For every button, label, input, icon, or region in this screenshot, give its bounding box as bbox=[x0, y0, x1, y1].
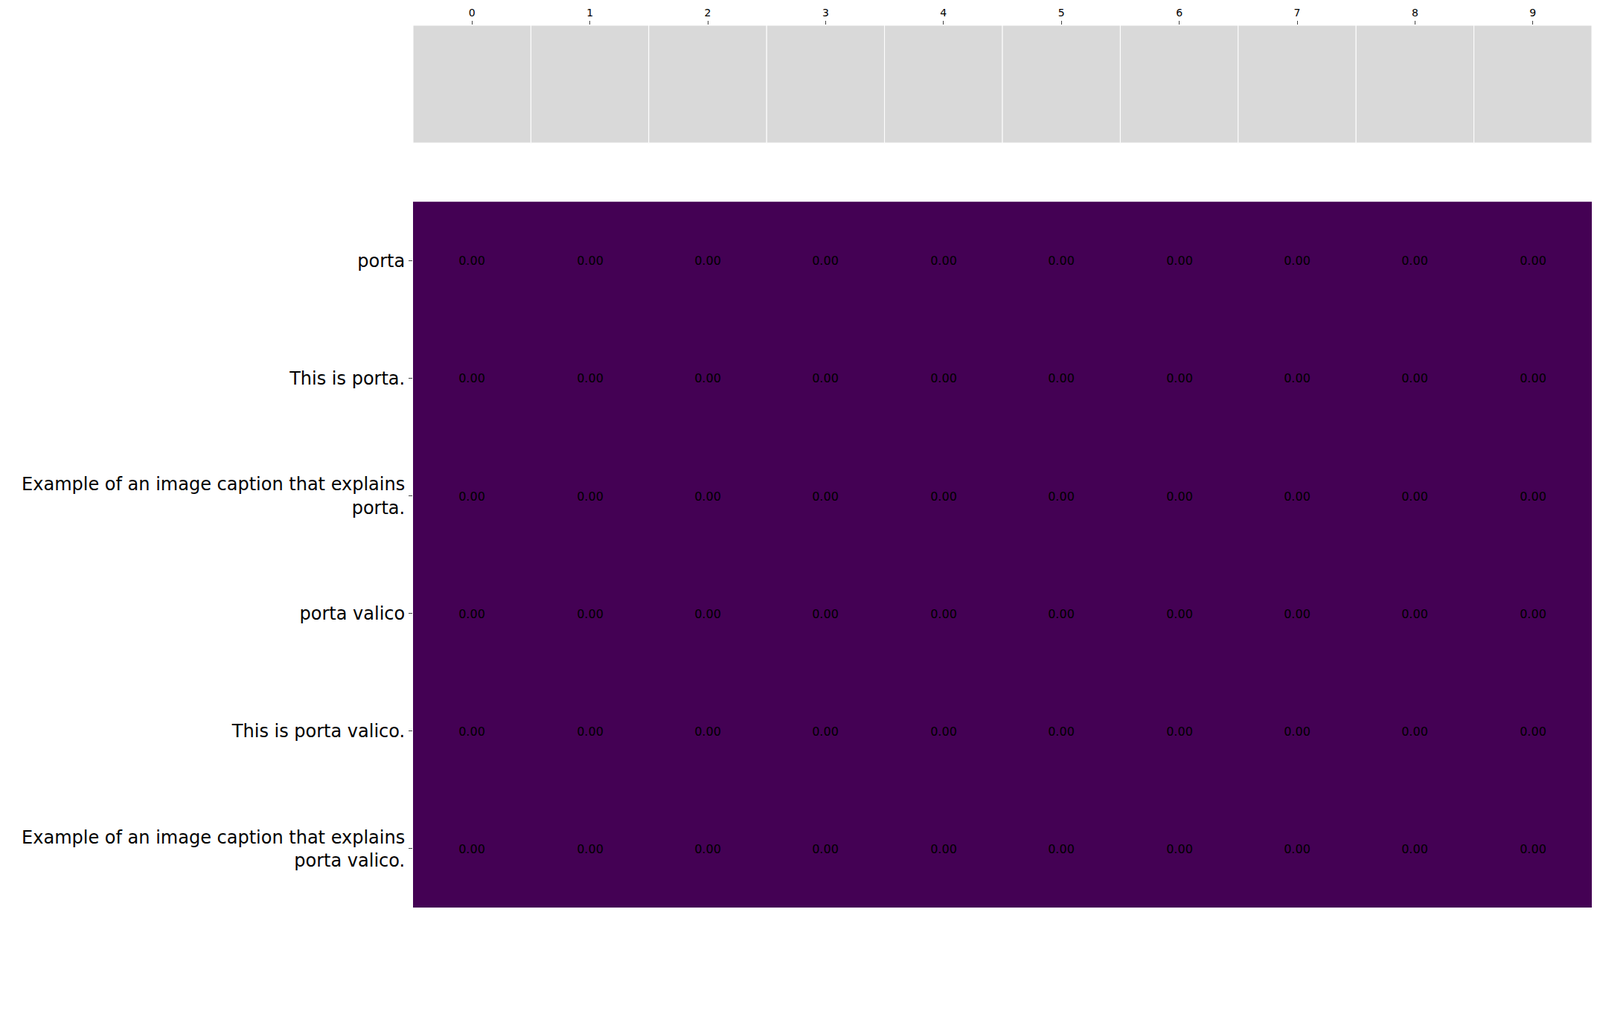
svg-text:0.00: 0.00 bbox=[1401, 371, 1429, 386]
svg-text:0.00: 0.00 bbox=[1047, 371, 1075, 386]
svg-text:0.00: 0.00 bbox=[576, 371, 604, 386]
svg-text:0.00: 0.00 bbox=[1166, 607, 1193, 622]
svg-text:9: 9 bbox=[1529, 6, 1536, 19]
svg-text:0.00: 0.00 bbox=[930, 253, 958, 268]
svg-text:0.00: 0.00 bbox=[930, 724, 958, 739]
svg-text:3: 3 bbox=[822, 6, 830, 19]
svg-text:porta: porta bbox=[357, 250, 405, 272]
svg-text:0.00: 0.00 bbox=[576, 489, 604, 504]
svg-text:0.00: 0.00 bbox=[694, 371, 722, 386]
svg-text:1: 1 bbox=[586, 6, 594, 19]
svg-text:0.00: 0.00 bbox=[694, 724, 722, 739]
svg-text:0.00: 0.00 bbox=[694, 489, 722, 504]
svg-text:0.00: 0.00 bbox=[930, 489, 958, 504]
svg-text:0.00: 0.00 bbox=[811, 607, 839, 622]
svg-text:0.00: 0.00 bbox=[1283, 489, 1311, 504]
svg-text:0.00: 0.00 bbox=[1283, 724, 1311, 739]
svg-text:0.00: 0.00 bbox=[1401, 489, 1429, 504]
svg-text:0.00: 0.00 bbox=[1047, 842, 1075, 857]
svg-text:0.00: 0.00 bbox=[458, 489, 486, 504]
svg-text:0.00: 0.00 bbox=[1283, 253, 1311, 268]
svg-text:0.00: 0.00 bbox=[576, 724, 604, 739]
svg-text:0.00: 0.00 bbox=[1166, 842, 1193, 857]
svg-text:0.00: 0.00 bbox=[458, 371, 486, 386]
svg-text:7: 7 bbox=[1294, 6, 1301, 19]
svg-text:8: 8 bbox=[1411, 6, 1419, 19]
svg-text:0.00: 0.00 bbox=[811, 253, 839, 268]
svg-text:0.00: 0.00 bbox=[930, 607, 958, 622]
svg-text:2: 2 bbox=[704, 6, 712, 19]
svg-text:0.00: 0.00 bbox=[1047, 724, 1075, 739]
svg-text:0.00: 0.00 bbox=[576, 842, 604, 857]
svg-text:0.00: 0.00 bbox=[1519, 607, 1547, 622]
svg-text:0.00: 0.00 bbox=[1047, 253, 1075, 268]
svg-text:0.00: 0.00 bbox=[1166, 371, 1193, 386]
svg-text:6: 6 bbox=[1175, 6, 1183, 19]
svg-text:0.00: 0.00 bbox=[1047, 489, 1075, 504]
svg-text:Example of an image caption th: Example of an image caption that explain… bbox=[21, 827, 405, 872]
svg-text:0.00: 0.00 bbox=[576, 253, 604, 268]
svg-text:0.00: 0.00 bbox=[576, 607, 604, 622]
svg-text:0.00: 0.00 bbox=[1519, 842, 1547, 857]
svg-text:5: 5 bbox=[1058, 6, 1065, 19]
svg-text:0.00: 0.00 bbox=[1519, 253, 1547, 268]
svg-text:0.00: 0.00 bbox=[1519, 724, 1547, 739]
svg-text:This is porta valico.: This is porta valico. bbox=[231, 721, 405, 742]
svg-text:0.00: 0.00 bbox=[811, 371, 839, 386]
svg-text:This is porta.: This is porta. bbox=[288, 368, 405, 390]
svg-text:0.00: 0.00 bbox=[694, 253, 722, 268]
svg-text:0.00: 0.00 bbox=[811, 724, 839, 739]
svg-text:0.00: 0.00 bbox=[458, 253, 486, 268]
svg-text:0.00: 0.00 bbox=[1166, 253, 1193, 268]
svg-text:0.00: 0.00 bbox=[1283, 842, 1311, 857]
svg-text:0.00: 0.00 bbox=[811, 842, 839, 857]
svg-text:0.00: 0.00 bbox=[694, 842, 722, 857]
svg-text:0.00: 0.00 bbox=[694, 607, 722, 622]
svg-text:0.00: 0.00 bbox=[1166, 724, 1193, 739]
svg-text:0.00: 0.00 bbox=[458, 607, 486, 622]
svg-text:0.00: 0.00 bbox=[1519, 489, 1547, 504]
svg-text:Example of an image caption th: Example of an image caption that explain… bbox=[21, 474, 405, 518]
svg-text:0.00: 0.00 bbox=[1283, 371, 1311, 386]
svg-text:0.00: 0.00 bbox=[458, 724, 486, 739]
svg-text:0.00: 0.00 bbox=[1519, 371, 1547, 386]
svg-text:porta valico: porta valico bbox=[299, 603, 406, 625]
svg-text:0.00: 0.00 bbox=[458, 842, 486, 857]
svg-text:4: 4 bbox=[939, 6, 947, 19]
svg-text:0.00: 0.00 bbox=[1283, 607, 1311, 622]
svg-text:0.00: 0.00 bbox=[930, 371, 958, 386]
svg-text:0: 0 bbox=[468, 6, 476, 19]
svg-text:0.00: 0.00 bbox=[811, 489, 839, 504]
svg-text:0.00: 0.00 bbox=[1401, 724, 1429, 739]
svg-text:0.00: 0.00 bbox=[1401, 607, 1429, 622]
svg-text:0.00: 0.00 bbox=[930, 842, 958, 857]
svg-text:0.00: 0.00 bbox=[1401, 253, 1429, 268]
svg-text:0.00: 0.00 bbox=[1401, 842, 1429, 857]
svg-text:0.00: 0.00 bbox=[1047, 607, 1075, 622]
svg-text:0.00: 0.00 bbox=[1166, 489, 1193, 504]
